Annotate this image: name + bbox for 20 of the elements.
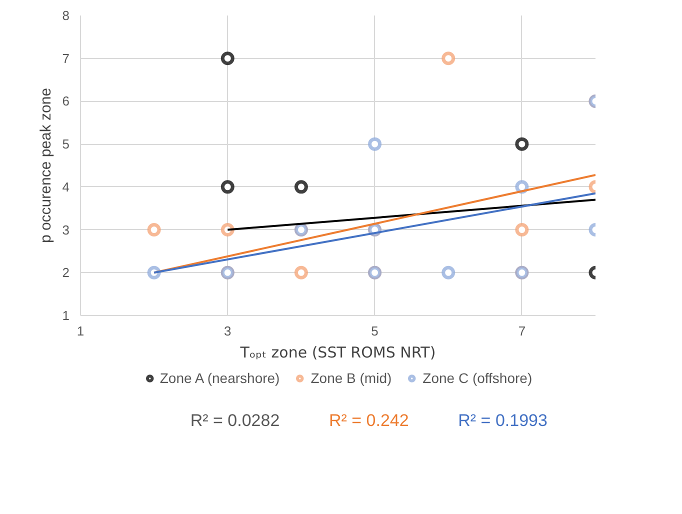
x-tick-label: 3	[224, 324, 232, 338]
x-tick-label: 5	[371, 324, 378, 338]
text: R² = 0.0282	[190, 411, 280, 430]
text: R² = 0.1993	[458, 411, 548, 430]
y-tick-label: 5	[62, 136, 70, 152]
y-tick-label: 8	[62, 8, 70, 23]
legend-label: Zone A (nearshore)	[160, 370, 280, 386]
text: R² = 0.242	[328, 411, 409, 430]
y-tick-label: 7	[62, 50, 70, 66]
legend-label: Zone C (offshore)	[422, 370, 532, 386]
x-axis-title: Tₒₚₜ zone (SST ROMS NRT)	[239, 344, 436, 362]
y-tick-label: 6	[62, 94, 70, 109]
y-tick-label: 4	[62, 179, 70, 194]
y-tick-label: 2	[62, 265, 70, 280]
legend-label: Zone B (mid)	[310, 370, 392, 386]
y-tick-label: 1	[62, 308, 70, 323]
x-tick-label: 7	[518, 324, 526, 338]
y-axis-title: p occurence peak zone	[37, 88, 54, 244]
x-tick-label: 1	[76, 324, 84, 338]
y-tick-label: 3	[62, 222, 70, 238]
